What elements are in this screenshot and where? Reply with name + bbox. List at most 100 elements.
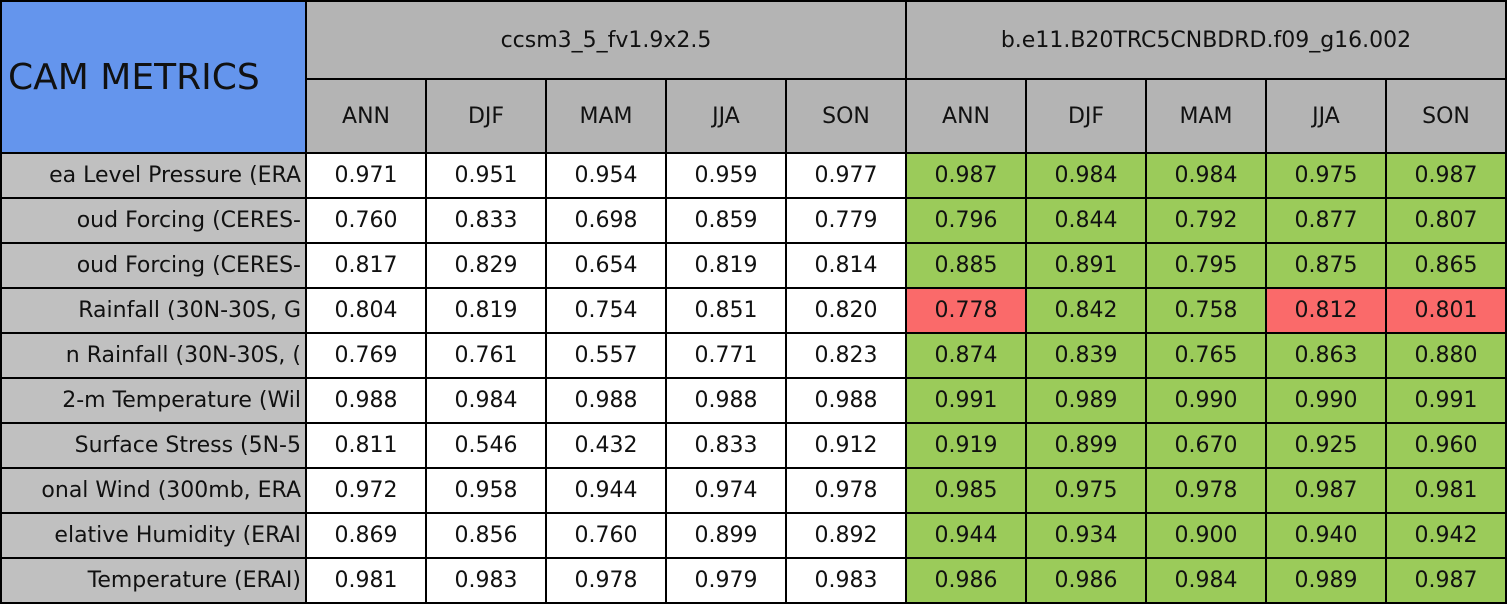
value-cell: 0.984 (1027, 154, 1147, 199)
value-cell: 0.829 (427, 244, 547, 289)
group-header: ccsm3_5_fv1.9x2.5 (307, 0, 907, 80)
value-cell: 0.792 (1147, 199, 1267, 244)
value-cell: 0.977 (787, 154, 907, 199)
value-cell: 0.987 (1267, 469, 1387, 514)
value-cell: 0.900 (1147, 514, 1267, 559)
row-label: oud Forcing (CERES- (0, 244, 307, 289)
value-cell: 0.839 (1027, 334, 1147, 379)
value-cell: 0.986 (1027, 559, 1147, 604)
value-cell: 0.983 (427, 559, 547, 604)
value-cell: 0.811 (307, 424, 427, 469)
value-cell: 0.954 (547, 154, 667, 199)
value-cell: 0.942 (1387, 514, 1507, 559)
row-label: Rainfall (30N-30S, G (0, 289, 307, 334)
row-label: Temperature (ERAI) (0, 559, 307, 604)
value-cell: 0.863 (1267, 334, 1387, 379)
season-header: MAM (1147, 80, 1267, 154)
value-cell: 0.819 (667, 244, 787, 289)
value-cell: 0.986 (907, 559, 1027, 604)
value-cell: 0.944 (907, 514, 1027, 559)
group-header: b.e11.B20TRC5CNBDRD.f09_g16.002 (907, 0, 1507, 80)
value-cell: 0.972 (307, 469, 427, 514)
season-header: JJA (667, 80, 787, 154)
value-cell: 0.670 (1147, 424, 1267, 469)
value-cell: 0.758 (1147, 289, 1267, 334)
value-cell: 0.975 (1027, 469, 1147, 514)
value-cell: 0.859 (667, 199, 787, 244)
value-cell: 0.978 (787, 469, 907, 514)
value-cell: 0.432 (547, 424, 667, 469)
value-cell: 0.984 (427, 379, 547, 424)
value-cell: 0.989 (1027, 379, 1147, 424)
value-cell: 0.698 (547, 199, 667, 244)
value-cell: 0.985 (907, 469, 1027, 514)
season-header: ANN (907, 80, 1027, 154)
season-header: SON (787, 80, 907, 154)
value-cell: 0.951 (427, 154, 547, 199)
value-cell: 0.760 (547, 514, 667, 559)
value-cell: 0.844 (1027, 199, 1147, 244)
value-cell: 0.754 (547, 289, 667, 334)
value-cell: 0.865 (1387, 244, 1507, 289)
value-cell: 0.925 (1267, 424, 1387, 469)
value-cell: 0.984 (1147, 559, 1267, 604)
value-cell: 0.919 (907, 424, 1027, 469)
value-cell: 0.796 (907, 199, 1027, 244)
value-cell: 0.988 (307, 379, 427, 424)
value-cell: 0.856 (427, 514, 547, 559)
value-cell: 0.975 (1267, 154, 1387, 199)
value-cell: 0.978 (1147, 469, 1267, 514)
season-header: DJF (427, 80, 547, 154)
row-label: ea Level Pressure (ERA (0, 154, 307, 199)
value-cell: 0.987 (907, 154, 1027, 199)
value-cell: 0.779 (787, 199, 907, 244)
value-cell: 0.557 (547, 334, 667, 379)
value-cell: 0.869 (307, 514, 427, 559)
value-cell: 0.817 (307, 244, 427, 289)
value-cell: 0.833 (667, 424, 787, 469)
value-cell: 0.912 (787, 424, 907, 469)
value-cell: 0.765 (1147, 334, 1267, 379)
value-cell: 0.960 (1387, 424, 1507, 469)
value-cell: 0.984 (1147, 154, 1267, 199)
row-label: Surface Stress (5N-5 (0, 424, 307, 469)
value-cell: 0.546 (427, 424, 547, 469)
value-cell: 0.899 (667, 514, 787, 559)
value-cell: 0.974 (667, 469, 787, 514)
value-cell: 0.820 (787, 289, 907, 334)
value-cell: 0.990 (1147, 379, 1267, 424)
value-cell: 0.991 (1387, 379, 1507, 424)
season-header: MAM (547, 80, 667, 154)
value-cell: 0.979 (667, 559, 787, 604)
season-header: ANN (307, 80, 427, 154)
value-cell: 0.987 (1387, 559, 1507, 604)
season-header: DJF (1027, 80, 1147, 154)
row-label: 2-m Temperature (Wil (0, 379, 307, 424)
value-cell: 0.991 (907, 379, 1027, 424)
value-cell: 0.891 (1027, 244, 1147, 289)
season-header: JJA (1267, 80, 1387, 154)
value-cell: 0.958 (427, 469, 547, 514)
row-label: onal Wind (300mb, ERA (0, 469, 307, 514)
value-cell: 0.761 (427, 334, 547, 379)
value-cell: 0.778 (907, 289, 1027, 334)
value-cell: 0.940 (1267, 514, 1387, 559)
value-cell: 0.987 (1387, 154, 1507, 199)
value-cell: 0.760 (307, 199, 427, 244)
value-cell: 0.880 (1387, 334, 1507, 379)
value-cell: 0.892 (787, 514, 907, 559)
value-cell: 0.983 (787, 559, 907, 604)
value-cell: 0.842 (1027, 289, 1147, 334)
value-cell: 0.981 (1387, 469, 1507, 514)
value-cell: 0.654 (547, 244, 667, 289)
value-cell: 0.823 (787, 334, 907, 379)
season-header: SON (1387, 80, 1507, 154)
value-cell: 0.812 (1267, 289, 1387, 334)
value-cell: 0.851 (667, 289, 787, 334)
value-cell: 0.814 (787, 244, 907, 289)
value-cell: 0.971 (307, 154, 427, 199)
value-cell: 0.934 (1027, 514, 1147, 559)
value-cell: 0.959 (667, 154, 787, 199)
value-cell: 0.833 (427, 199, 547, 244)
